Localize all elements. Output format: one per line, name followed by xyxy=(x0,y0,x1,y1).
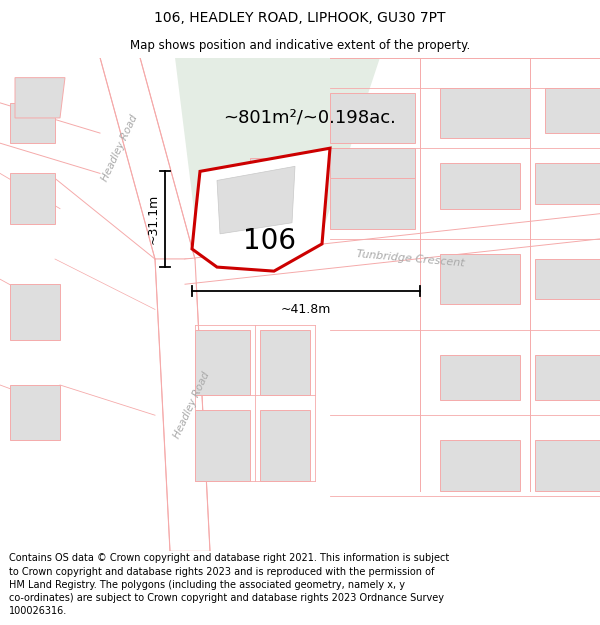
Polygon shape xyxy=(10,103,55,143)
Polygon shape xyxy=(545,88,600,133)
Polygon shape xyxy=(250,158,310,204)
Polygon shape xyxy=(440,88,530,138)
Polygon shape xyxy=(440,163,520,209)
Polygon shape xyxy=(10,173,55,224)
Text: Tunbridge Crescent: Tunbridge Crescent xyxy=(356,249,464,269)
Text: Contains OS data © Crown copyright and database right 2021. This information is : Contains OS data © Crown copyright and d… xyxy=(9,553,449,616)
Text: 106: 106 xyxy=(244,227,296,255)
Polygon shape xyxy=(100,58,195,259)
Polygon shape xyxy=(535,259,600,299)
Polygon shape xyxy=(155,259,210,551)
Text: ~31.1m: ~31.1m xyxy=(147,194,160,244)
Polygon shape xyxy=(535,441,600,491)
Polygon shape xyxy=(330,148,415,178)
Polygon shape xyxy=(260,329,310,395)
Polygon shape xyxy=(260,410,310,481)
Polygon shape xyxy=(195,329,250,395)
Polygon shape xyxy=(440,441,520,491)
Polygon shape xyxy=(175,58,380,239)
Text: Map shows position and indicative extent of the property.: Map shows position and indicative extent… xyxy=(130,39,470,52)
Polygon shape xyxy=(195,410,250,481)
Polygon shape xyxy=(330,173,415,229)
Polygon shape xyxy=(440,254,520,304)
Text: 106, HEADLEY ROAD, LIPHOOK, GU30 7PT: 106, HEADLEY ROAD, LIPHOOK, GU30 7PT xyxy=(154,11,446,26)
Text: Headley Road: Headley Road xyxy=(100,113,140,183)
Polygon shape xyxy=(535,163,600,204)
Text: Headley Road: Headley Road xyxy=(172,370,212,440)
Polygon shape xyxy=(440,355,520,400)
Polygon shape xyxy=(10,385,60,441)
Polygon shape xyxy=(330,92,415,143)
Polygon shape xyxy=(10,284,60,339)
Polygon shape xyxy=(535,355,600,400)
Polygon shape xyxy=(185,214,600,284)
Text: ~41.8m: ~41.8m xyxy=(281,303,331,316)
Text: ~801m²/~0.198ac.: ~801m²/~0.198ac. xyxy=(224,109,397,127)
Polygon shape xyxy=(217,166,295,234)
Polygon shape xyxy=(15,78,65,118)
Polygon shape xyxy=(192,148,330,271)
